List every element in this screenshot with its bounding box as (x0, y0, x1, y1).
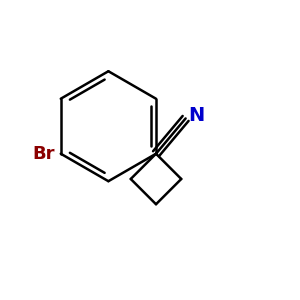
Text: N: N (188, 106, 205, 124)
Text: Br: Br (32, 145, 55, 163)
